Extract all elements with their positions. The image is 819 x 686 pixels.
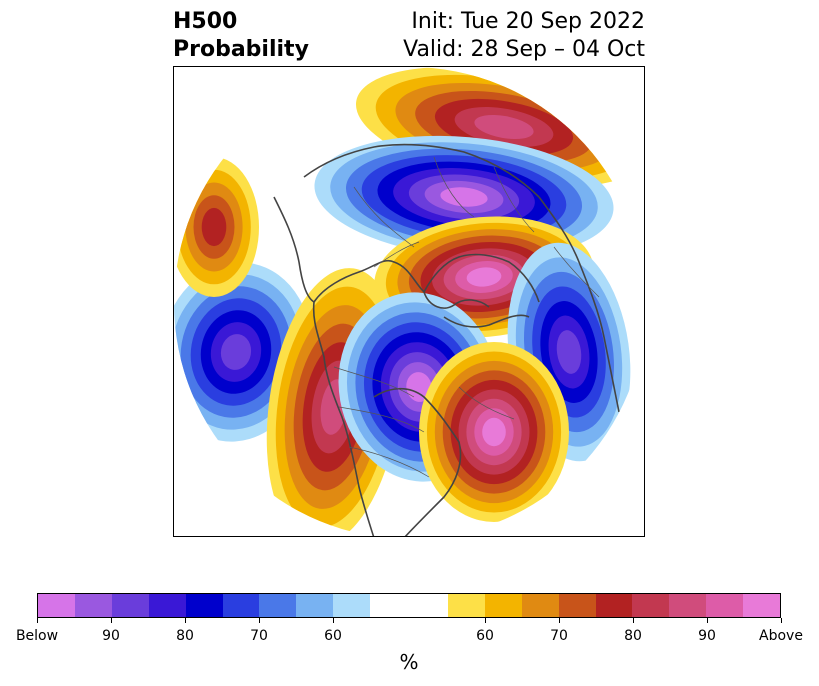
anomaly-contour-central-asia [201, 207, 227, 247]
probability-map [173, 66, 645, 537]
colorbar-tick-label: Above [759, 628, 803, 644]
colorbar-tick-label: 60 [476, 628, 494, 644]
colorbar-segment [148, 594, 186, 617]
colorbar-tick-mark [781, 618, 782, 623]
colorbar-unit: % [399, 650, 419, 674]
colorbar-segment [521, 594, 559, 617]
anomaly-contour-central-canada [406, 372, 432, 402]
colorbar-tick-mark [37, 618, 38, 623]
colorbar-segment [743, 594, 781, 617]
colorbar-segment [222, 594, 260, 617]
valid-range: Valid: 28 Sep – 04 Oct [403, 37, 645, 62]
colorbar-segment [558, 594, 596, 617]
colorbar-tick-mark [559, 618, 560, 623]
colorbar-segment [706, 594, 744, 617]
anomaly-contour-east-siberia [466, 267, 502, 287]
colorbar-segment [111, 594, 149, 617]
colorbar-tick-label: 90 [698, 628, 716, 644]
colorbar-segment [185, 594, 223, 617]
colorbar-tick-label: 70 [250, 628, 268, 644]
colorbar-tick-mark [707, 618, 708, 623]
chart-title-right: Init: Tue 20 Sep 2022 Valid: 28 Sep – 04… [403, 8, 645, 64]
colorbar-tick-mark [633, 618, 634, 623]
colorbar-tick-mark [259, 618, 260, 623]
colorbar-segment [595, 594, 633, 617]
colorbar-tick-mark [185, 618, 186, 623]
colorbar-segment [484, 594, 522, 617]
colorbar-segment [74, 594, 112, 617]
init-date: Init: Tue 20 Sep 2022 [411, 9, 645, 34]
colorbar-tick-label: 60 [324, 628, 342, 644]
anomaly-contour-northwest-pacific-asia [556, 330, 582, 374]
colorbar-tick-label: Below [15, 628, 59, 644]
anomaly-contour-greenland-arctic [440, 187, 488, 207]
borders [333, 156, 600, 478]
colorbar-tick-mark [485, 618, 486, 623]
colorbar [37, 593, 781, 618]
colorbar-segment [370, 594, 448, 617]
colorbar-tick-mark [333, 618, 334, 623]
colorbar-segment [669, 594, 707, 617]
colorbar-segment [259, 594, 297, 617]
colorbar-tick-mark [111, 618, 112, 623]
anomaly-contour-north-pacific [220, 334, 252, 370]
coastlines [273, 143, 620, 536]
title-product: Probability [173, 37, 309, 62]
chart-title-left: H500 Probability [173, 8, 309, 64]
colorbar-segment [333, 594, 371, 617]
colorbar-tick-label: 80 [176, 628, 194, 644]
anomaly-contour-north-atlantic-scandinavia [474, 114, 534, 140]
colorbar-segment [632, 594, 670, 617]
colorbar-tick-label: 90 [102, 628, 120, 644]
colorbar-tick-label: 80 [624, 628, 642, 644]
anomaly-contour-japan-west-pacific [482, 417, 506, 447]
colorbar-segment [38, 594, 75, 617]
title-variable: H500 [173, 9, 238, 34]
colorbar-segment [447, 594, 485, 617]
colorbar-segment [296, 594, 334, 617]
map-canvas [174, 67, 644, 536]
colorbar-tick-label: 70 [550, 628, 568, 644]
